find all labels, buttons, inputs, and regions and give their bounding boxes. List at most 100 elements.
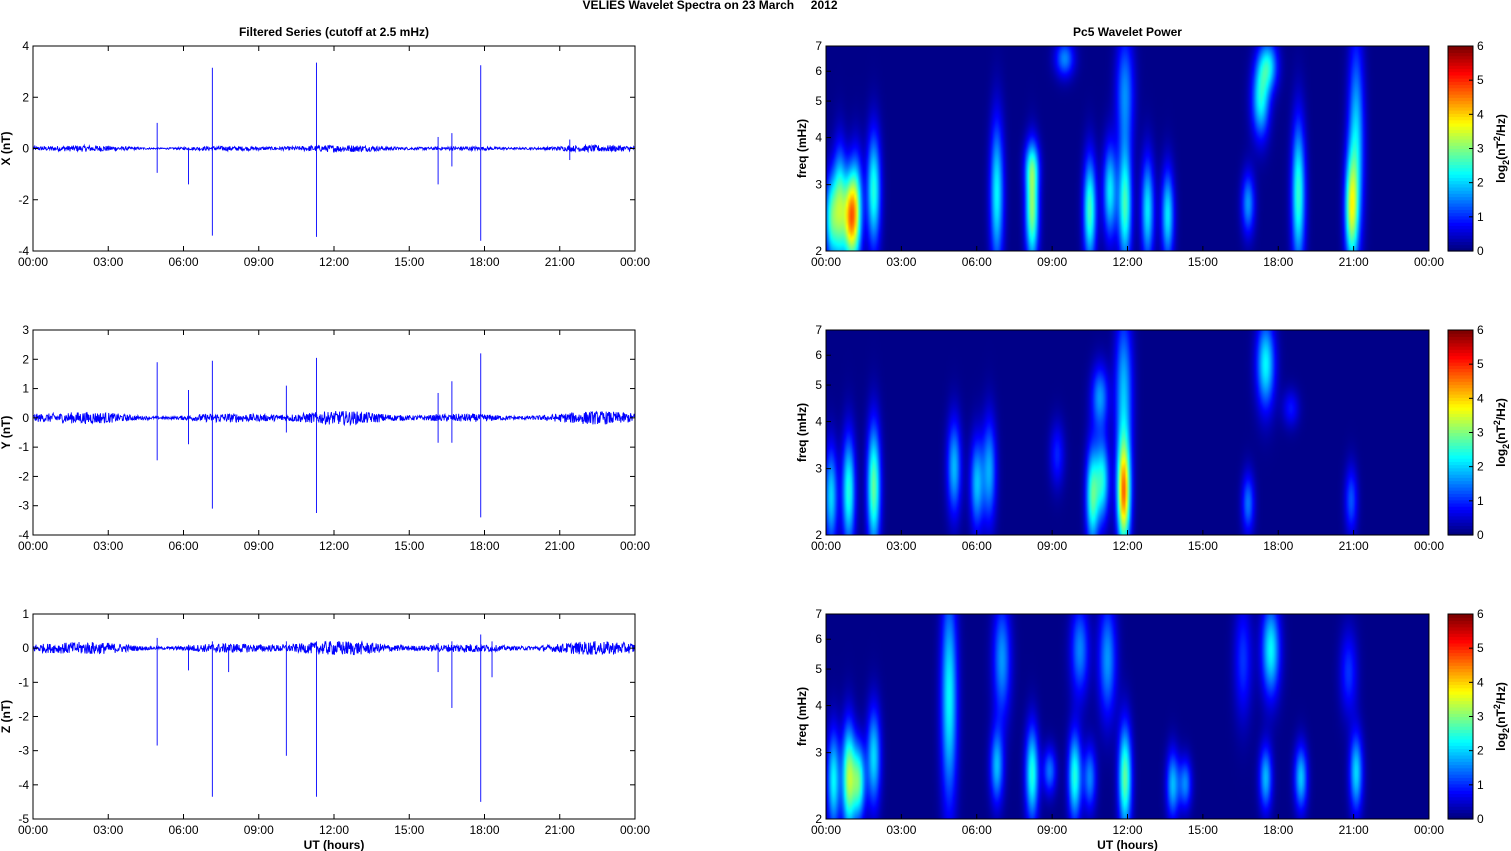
- colorbar-segment: [1448, 113, 1473, 118]
- colorbar-tick-label: 4: [1477, 107, 1484, 121]
- wavelet-power-image: [826, 330, 1429, 535]
- colorbar-label-sup: 2: [1492, 136, 1502, 141]
- wavelet-panel-2: 2 3 4 5 6 7 00:00 03:00 06:00 09:00 12:00 15:00 18:0…: [795, 323, 1511, 553]
- colorbar-segment: [1448, 426, 1473, 430]
- colorbar-segment: [1448, 684, 1473, 689]
- colorbar-segment: [1448, 770, 1473, 775]
- colorbar-segment: [1448, 129, 1473, 134]
- colorbar-segment: [1448, 100, 1473, 105]
- colorbar-segment: [1448, 809, 1473, 814]
- colorbar-segment: [1448, 183, 1473, 188]
- x-tick-label: 00:00: [811, 539, 841, 553]
- colorbar-segment: [1448, 247, 1473, 252]
- x-tick-label: 21:00: [1339, 255, 1369, 269]
- y-tick-label: 5: [815, 94, 822, 108]
- colorbar-segment: [1448, 748, 1473, 753]
- colorbar-label-sub: 2: [1501, 728, 1511, 733]
- colorbar-label-text: log: [1494, 165, 1508, 183]
- colorbar-label-sup: 2: [1492, 420, 1502, 425]
- y-tick-label: -1: [18, 675, 29, 689]
- colorbar-segment: [1448, 416, 1473, 421]
- colorbar-segment: [1448, 384, 1473, 389]
- colorbar-segment: [1448, 802, 1473, 807]
- colorbar-segment: [1448, 209, 1473, 214]
- x-tick-label: 12:00: [319, 823, 349, 837]
- x-tick-label: 03:00: [886, 823, 916, 837]
- y-tick-label: -2: [18, 193, 29, 207]
- x-tick-label: 00:00: [620, 255, 650, 269]
- colorbar-segment: [1448, 167, 1473, 172]
- colorbar-segment: [1448, 687, 1473, 692]
- y-tick-label: -4: [18, 244, 29, 258]
- x-tick-label: 09:00: [244, 539, 274, 553]
- colorbar-segment: [1448, 52, 1473, 57]
- colorbar-tick-label: 0: [1477, 812, 1484, 826]
- colorbar-segment: [1448, 649, 1473, 654]
- x-tick-label: 21:00: [545, 823, 575, 837]
- colorbar-tick-label: 4: [1477, 675, 1484, 689]
- colorbar-segment: [1448, 652, 1473, 657]
- y-tick-label: -5: [18, 812, 29, 826]
- colorbar-tick-label: 6: [1477, 323, 1484, 337]
- x-tick-label: 06:00: [962, 255, 992, 269]
- colorbar-tick-label: 3: [1477, 142, 1484, 156]
- colorbar-segment: [1448, 617, 1473, 621]
- wavelet-panel-3: 2 3 4 5 6 7 00:00 03:00 06:00 09:00 12:00 15:00 18:0…: [795, 607, 1511, 851]
- colorbar-segment: [1448, 119, 1473, 124]
- colorbar-segment: [1448, 458, 1473, 462]
- x-tick-label: 18:00: [1263, 539, 1293, 553]
- colorbar-segment: [1448, 464, 1473, 469]
- y-tick-label: -1: [18, 440, 29, 454]
- x-tick-label: 00:00: [1414, 539, 1444, 553]
- y-tick-label: 4: [22, 39, 29, 53]
- colorbar-segment: [1448, 681, 1473, 686]
- wavelet-panel-1: Pc5 Wavelet Power 2 3 4 5 6 7 00:00 03:00 06:00 09…: [795, 25, 1511, 269]
- colorbar-segment: [1448, 196, 1473, 201]
- colorbar-label-text: /Hz): [1494, 398, 1508, 420]
- colorbar-segment: [1448, 241, 1473, 246]
- axes-box: [32, 613, 636, 820]
- colorbar-segment: [1448, 151, 1473, 156]
- colorbar-tick-label: 5: [1477, 73, 1484, 87]
- colorbar-label: log2(nT2/Hz): [1492, 682, 1511, 751]
- colorbar-segment: [1448, 525, 1473, 530]
- colorbar-segment: [1448, 531, 1473, 536]
- colorbar-segment: [1448, 655, 1473, 660]
- colorbar-segment: [1448, 174, 1473, 178]
- panel-title: Filtered Series (cutoff at 2.5 mHz): [239, 25, 429, 39]
- y-axis-label: Y (nT): [0, 416, 13, 450]
- y-tick-label: 7: [815, 607, 822, 621]
- colorbar-label-text: /Hz): [1494, 114, 1508, 136]
- colorbar-segment: [1448, 502, 1473, 507]
- y-axis-label: Z (nT): [0, 700, 13, 733]
- x-tick-label: 21:00: [545, 539, 575, 553]
- colorbar-segment: [1448, 429, 1473, 434]
- colorbar-segment: [1448, 215, 1473, 220]
- colorbar-segment: [1448, 244, 1473, 249]
- wavelet-power-image: [826, 614, 1429, 819]
- colorbar-tick-label: 5: [1477, 357, 1484, 371]
- trace-line: [32, 410, 636, 427]
- colorbar-segment: [1448, 722, 1473, 727]
- colorbar-segment: [1448, 713, 1473, 718]
- y-tick-label: 1: [22, 382, 29, 396]
- x-tick-label: 06:00: [168, 823, 198, 837]
- colorbar-segment: [1448, 474, 1473, 478]
- colorbar-segment: [1448, 690, 1473, 695]
- colorbar-segment: [1448, 132, 1473, 137]
- colorbar-segment: [1448, 496, 1473, 501]
- colorbar-segment: [1448, 518, 1473, 523]
- y-tick-label: 6: [815, 64, 822, 78]
- colorbar-segment: [1448, 674, 1473, 679]
- colorbar-segment: [1448, 84, 1473, 89]
- colorbar-segment: [1448, 358, 1473, 363]
- colorbar-segment: [1448, 522, 1473, 526]
- colorbar-segment: [1448, 630, 1473, 634]
- colorbar-segment: [1448, 719, 1473, 724]
- colorbar-tick-label: 2: [1477, 460, 1484, 474]
- colorbar-segment: [1448, 238, 1473, 242]
- y-tick-label: -2: [18, 469, 29, 483]
- x-tick-label: 12:00: [319, 539, 349, 553]
- y-tick-label: 0: [22, 142, 29, 156]
- colorbar-segment: [1448, 406, 1473, 411]
